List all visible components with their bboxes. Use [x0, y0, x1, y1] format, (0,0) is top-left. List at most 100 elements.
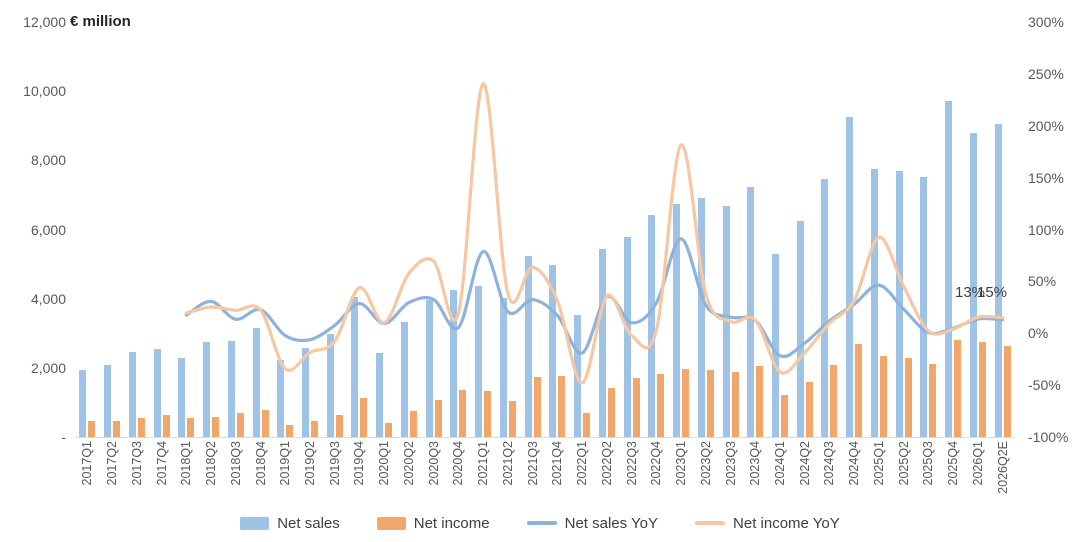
net-sales-bar-2018Q2	[203, 342, 211, 437]
net-income-bar-2020Q1	[385, 423, 393, 437]
left-axis-tick: 6,000	[30, 221, 66, 238]
net-income-bar-2024Q2	[805, 382, 813, 437]
net-sales-bar-2017Q4	[153, 348, 161, 437]
x-axis-label-2023Q2: 2023Q2	[698, 441, 713, 486]
net-income-bar-2020Q2	[409, 411, 417, 437]
net-sales-bar-2024Q4	[846, 116, 854, 437]
net-income-bar-2026Q2E	[1003, 346, 1011, 437]
legend-label: Net income YoY	[733, 514, 840, 532]
net-sales-bar-2020Q3	[425, 300, 433, 437]
net-sales-bar-2020Q4	[450, 289, 458, 437]
legend-item-net-income-yoy: Net income YoY	[695, 515, 840, 532]
x-axis-label-2025Q2: 2025Q2	[896, 441, 911, 486]
x-axis-label-2021Q2: 2021Q2	[500, 441, 515, 486]
legend: Net sales Net income Net sales YoY Net inco…	[0, 511, 1080, 535]
net-sales-bar-2018Q3	[227, 341, 235, 437]
net-sales-bar-2020Q2	[400, 321, 408, 437]
left-axis-tick: -	[61, 429, 66, 445]
right-axis-tick: 250%	[1028, 65, 1064, 82]
left-axis-tick: 8,000	[30, 152, 66, 169]
net-income-bar-2022Q4	[657, 374, 665, 437]
net-income-bar-2019Q1	[286, 424, 294, 437]
net-sales-bar-2026Q2E	[994, 124, 1002, 437]
net-income-bar-2022Q1	[583, 412, 591, 437]
right-axis-tick: 100%	[1028, 221, 1064, 238]
net-income-bar-2018Q3	[236, 413, 244, 437]
net-sales-bar-2024Q3	[821, 178, 829, 437]
net-sales-bar-2021Q2	[499, 298, 507, 437]
x-axis-label-2023Q4: 2023Q4	[748, 441, 763, 486]
net-sales-bar-2025Q3	[920, 177, 928, 437]
x-axis-label-2020Q4: 2020Q4	[451, 441, 466, 486]
x-axis-label-2020Q2: 2020Q2	[401, 441, 416, 486]
net-sales-bar-2021Q3	[524, 255, 532, 437]
net-income-bar-2025Q2	[904, 357, 912, 437]
net-sales-bar-2019Q3	[326, 333, 334, 437]
net-sales-bar-2022Q2	[598, 249, 606, 437]
x-axis-label-2020Q3: 2020Q3	[426, 441, 441, 486]
x-axis-label-2019Q1: 2019Q1	[278, 441, 293, 486]
net-income-bar-2023Q2	[706, 369, 714, 437]
net-sales-bar-2017Q3	[128, 352, 136, 437]
net-income-bar-2023Q1	[682, 369, 690, 437]
net-income-bar-2024Q1	[781, 394, 788, 437]
net-income-bar-2020Q4	[459, 390, 467, 437]
net-sales-bar-2017Q2	[104, 364, 112, 437]
x-axis-label-2019Q2: 2019Q2	[303, 441, 317, 486]
x-axis-label-2017Q2: 2017Q2	[105, 441, 120, 486]
net-income-bar-2018Q1	[187, 418, 195, 437]
net-income-yoy-line	[184, 82, 1005, 385]
x-axis-label-2020Q1: 2020Q1	[377, 441, 392, 486]
net-income-bar-2021Q1	[484, 390, 492, 437]
x-axis-label-2018Q1: 2018Q1	[179, 441, 194, 486]
net-income-bar-2023Q3	[731, 371, 739, 437]
net-income-bar-2022Q2	[607, 388, 615, 437]
x-axis-label-2019Q4: 2019Q4	[352, 441, 367, 486]
x-axis-label-2024Q4: 2024Q4	[847, 441, 862, 486]
net-sales-bar-2023Q1	[673, 203, 681, 437]
right-axis-tick: 200%	[1028, 117, 1064, 134]
net-income-bar-2024Q4	[855, 343, 863, 437]
net-sales-bar-2023Q3	[722, 206, 730, 437]
x-axis-label-2019Q3: 2019Q3	[327, 441, 342, 486]
left-axis-tick: 12,000	[23, 14, 66, 30]
net-sales-bar-2019Q1	[277, 359, 285, 437]
x-axis-label-2024Q2: 2024Q2	[797, 441, 812, 486]
x-axis-label-2022Q2: 2022Q2	[599, 441, 614, 486]
legend-label: Net income	[413, 514, 490, 532]
net-income-bar-2024Q3	[830, 365, 838, 437]
net-sales-yoy-line	[184, 237, 1005, 359]
x-axis-label-2024Q3: 2024Q3	[822, 441, 837, 486]
x-axis-label-2024Q1: 2024Q1	[773, 441, 787, 486]
legend-label: Net sales	[277, 514, 340, 532]
right-axis-tick: 150%	[1028, 169, 1064, 186]
net-sales-bar-2023Q2	[697, 198, 705, 437]
left-axis-title: € million	[70, 13, 131, 30]
net-sales-bar-2022Q3	[623, 237, 631, 437]
right-axis-tick: 0%	[1028, 325, 1049, 342]
x-axis-label-2017Q4: 2017Q4	[154, 441, 169, 486]
x-axis-label-2018Q4: 2018Q4	[253, 441, 268, 486]
net-sales-bar-2025Q1	[870, 169, 878, 437]
legend-line-swatch	[695, 521, 726, 525]
x-axis-label-2023Q3: 2023Q3	[723, 441, 738, 486]
net-income-bar-2018Q4	[261, 409, 269, 437]
legend-item-net-income: Net income	[376, 514, 490, 532]
right-axis-tick: 300%	[1028, 14, 1064, 30]
x-axis-label-2023Q1: 2023Q1	[674, 441, 689, 486]
x-axis-label-2018Q3: 2018Q3	[228, 441, 243, 486]
net-income-bar-2020Q3	[434, 400, 442, 437]
x-axis-label-2022Q1: 2022Q1	[575, 441, 590, 486]
legend-item-net-sales-yoy: Net sales YoY	[526, 515, 658, 532]
x-axis-label-2025Q3: 2025Q3	[921, 441, 936, 486]
net-sales-bar-2021Q4	[549, 264, 557, 437]
x-axis-label-2025Q4: 2025Q4	[946, 441, 961, 486]
net-sales-bar-2019Q2	[302, 348, 309, 437]
net-sales-bar-2022Q4	[648, 214, 656, 437]
x-axis-label-2025Q1: 2025Q1	[871, 441, 886, 486]
x-axis-label-2021Q3: 2021Q3	[525, 441, 540, 486]
net-sales-bar-2023Q4	[747, 186, 755, 437]
left-axis-tick: 4,000	[30, 290, 66, 307]
net-sales-bar-2024Q2	[796, 221, 804, 437]
legend-line-swatch	[526, 521, 557, 525]
